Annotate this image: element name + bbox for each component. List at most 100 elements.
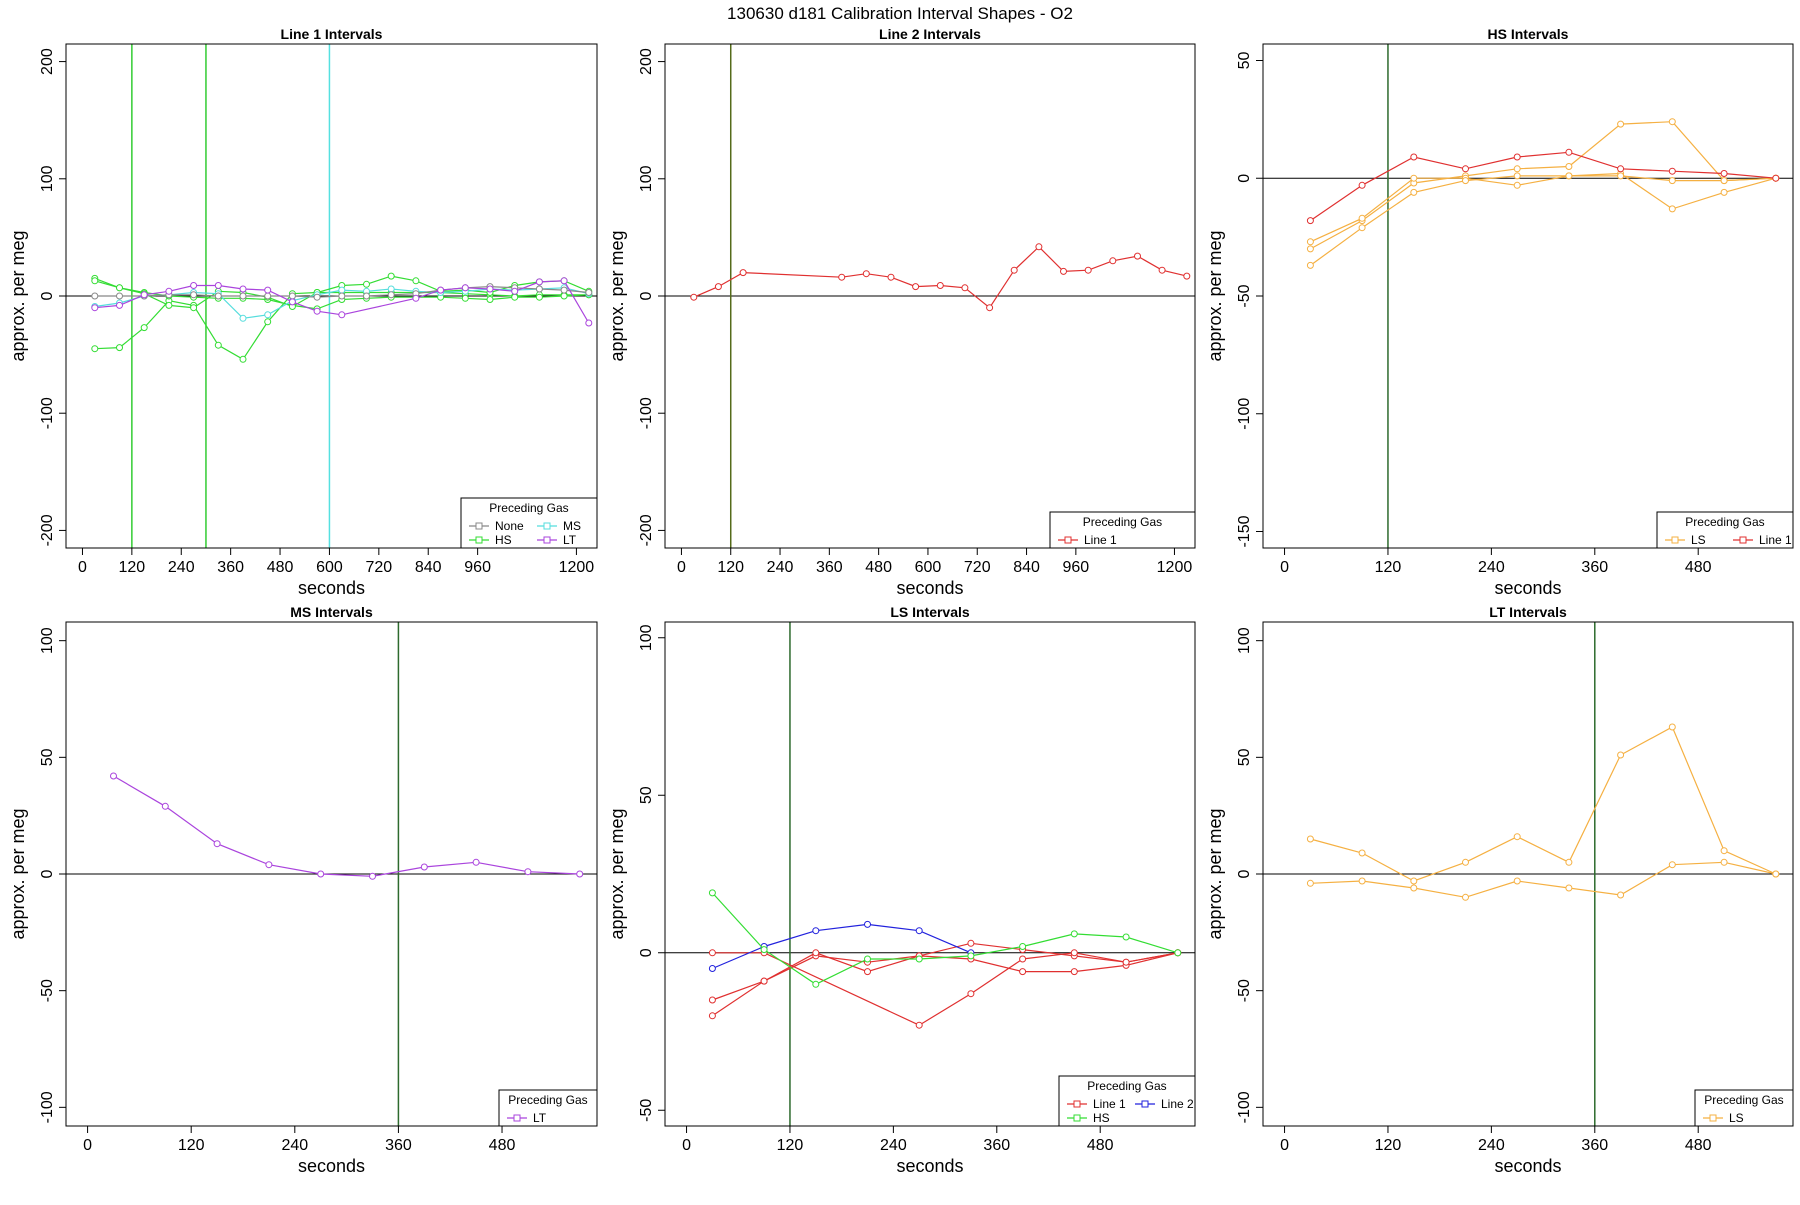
data-point xyxy=(1070,949,1078,957)
data-point xyxy=(708,1012,716,1020)
series-line xyxy=(1310,151,1776,222)
y-axis-title: approx. per meg xyxy=(8,808,28,939)
data-point xyxy=(511,287,519,295)
data-point xyxy=(116,284,123,292)
x-tick-label: 240 xyxy=(281,1137,308,1154)
data-point xyxy=(1617,891,1625,899)
data-point xyxy=(461,294,469,302)
series-line xyxy=(1310,172,1776,243)
data-point xyxy=(912,283,920,291)
x-tick-label: 240 xyxy=(767,559,794,576)
data-point xyxy=(915,927,923,935)
data-point xyxy=(1306,261,1314,269)
data-point xyxy=(1306,217,1314,225)
y-tick-label: 0 xyxy=(638,948,655,957)
data-point xyxy=(1174,949,1182,957)
y-tick-label: 200 xyxy=(638,48,655,75)
y-axis-title: approx. per meg xyxy=(8,230,28,361)
data-point xyxy=(264,318,272,326)
legend-title: Preceding Gas xyxy=(489,501,568,515)
data-point xyxy=(1462,177,1469,185)
series-ls xyxy=(1306,723,1780,885)
data-point xyxy=(760,946,768,954)
data-point xyxy=(1668,861,1676,869)
series-line xyxy=(1310,175,1776,266)
series-line-1 xyxy=(690,243,1191,312)
data-point xyxy=(1668,205,1676,213)
legend-title: Preceding Gas xyxy=(1087,1079,1166,1093)
data-point xyxy=(190,291,198,299)
data-point xyxy=(264,311,272,319)
series-line xyxy=(113,775,580,877)
legend-title: Preceding Gas xyxy=(508,1093,587,1107)
panel-title: Line 2 Intervals xyxy=(879,26,981,42)
data-point xyxy=(338,311,346,319)
data-point xyxy=(708,996,716,1004)
data-point xyxy=(1565,858,1573,866)
data-point xyxy=(760,977,768,985)
y-tick-label: -50 xyxy=(39,979,56,1002)
x-tick-label: 120 xyxy=(1375,1137,1402,1154)
panel-title: LT Intervals xyxy=(1489,604,1567,620)
data-point xyxy=(560,292,568,300)
x-tick-label: 240 xyxy=(1478,1137,1505,1154)
data-point xyxy=(313,293,321,301)
series-lt xyxy=(110,772,584,880)
series-line xyxy=(712,923,972,970)
series-ls xyxy=(1306,172,1780,269)
x-tick-label: 240 xyxy=(880,1137,907,1154)
legend-label: Line 1 xyxy=(1093,1097,1126,1111)
data-point xyxy=(967,990,975,998)
legend-label: Line 1 xyxy=(1759,533,1792,547)
series-line xyxy=(712,952,1178,1026)
main-title: 130630 d181 Calibration Interval Shapes … xyxy=(727,4,1073,23)
plot-frame xyxy=(1262,43,1794,549)
x-axis-title: seconds xyxy=(298,578,365,598)
data-point xyxy=(91,292,99,300)
data-point xyxy=(1410,877,1418,885)
legend: Preceding Gas None MS HS LT xyxy=(460,497,598,549)
data-point xyxy=(140,324,148,332)
x-tick-label: 0 xyxy=(677,559,686,576)
data-point xyxy=(1183,272,1191,280)
data-point xyxy=(1306,835,1314,843)
data-point xyxy=(1358,224,1366,232)
data-point xyxy=(1358,849,1366,857)
x-tick-label: 0 xyxy=(78,559,87,576)
data-point xyxy=(1410,174,1418,182)
data-point xyxy=(1122,958,1130,966)
data-point xyxy=(1617,120,1625,128)
legend-swatch-marker xyxy=(513,1114,521,1122)
data-point xyxy=(214,341,222,349)
data-point xyxy=(864,920,871,928)
legend-label: Line 1 xyxy=(1084,533,1117,547)
x-tick-label: 360 xyxy=(1581,1137,1608,1154)
legend-entry-ls: LS xyxy=(1703,1111,1744,1125)
data-point xyxy=(1565,163,1573,170)
data-point xyxy=(1617,751,1625,759)
legend-label: MS xyxy=(563,519,581,533)
y-tick-label: -200 xyxy=(39,514,56,546)
legend-label: LS xyxy=(1729,1111,1744,1125)
y-tick-label: -100 xyxy=(1236,1091,1253,1123)
data-point xyxy=(1565,172,1573,180)
x-tick-label: 0 xyxy=(682,1137,691,1154)
legend-label: None xyxy=(495,519,524,533)
data-point xyxy=(239,292,247,300)
data-point xyxy=(165,287,173,295)
data-point xyxy=(1720,847,1728,855)
y-tick-label: 0 xyxy=(638,291,655,300)
series-ls xyxy=(1306,118,1780,253)
x-tick-label: 960 xyxy=(1063,559,1090,576)
x-axis-title: seconds xyxy=(896,1156,963,1176)
x-tick-label: 840 xyxy=(1013,559,1040,576)
data-point xyxy=(363,292,370,300)
x-tick-label: 720 xyxy=(964,559,991,576)
y-axis-title: approx. per meg xyxy=(607,230,627,361)
data-point xyxy=(161,802,169,810)
x-tick-label: 480 xyxy=(1685,1137,1712,1154)
data-point xyxy=(1035,243,1043,251)
y-tick-label: -50 xyxy=(1236,284,1253,307)
data-point xyxy=(214,292,222,300)
data-point xyxy=(1084,266,1092,274)
